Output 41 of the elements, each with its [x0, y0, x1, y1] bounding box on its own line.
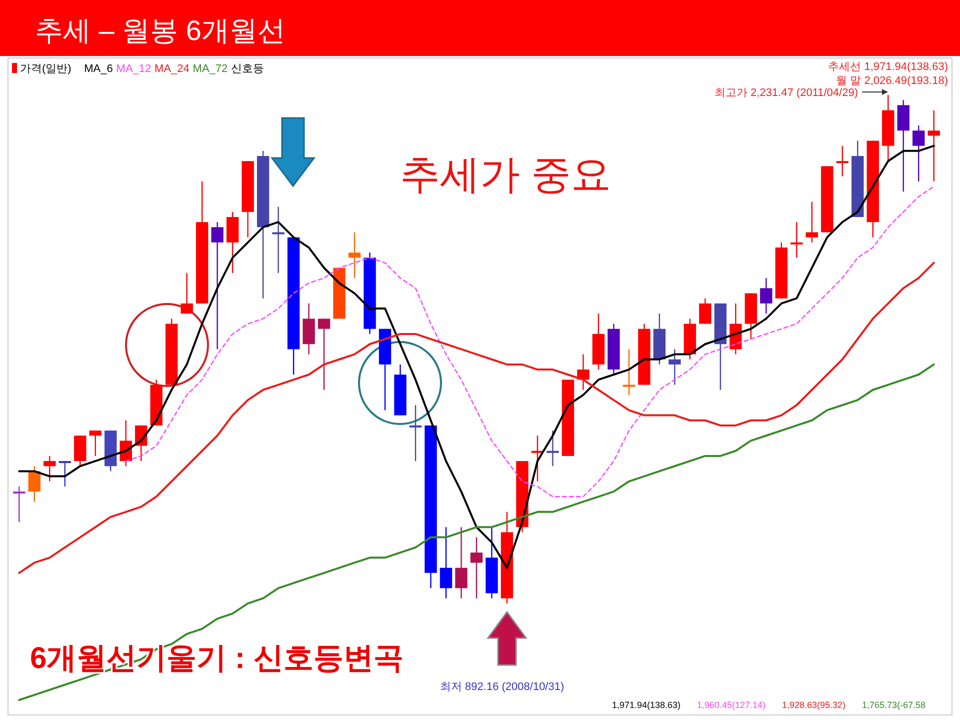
- annotation: 최고가 2,231.47 (2011/04/29): [714, 87, 858, 99]
- candlestick: [622, 348, 636, 396]
- candlestick: [28, 466, 40, 502]
- candlestick: [699, 298, 712, 324]
- candlestick: [455, 526, 468, 599]
- candlestick: [89, 430, 102, 457]
- candlestick: [44, 455, 56, 482]
- text: MA_72: [192, 63, 228, 75]
- text: MA_12: [116, 63, 152, 75]
- text: 1,928.63(95.32): [782, 700, 846, 710]
- candlestick: [348, 232, 361, 279]
- text: MA_6: [84, 63, 113, 75]
- candlestick: [836, 145, 848, 177]
- candlestick: [928, 110, 940, 182]
- candlestick: [806, 201, 818, 244]
- candlestick: [211, 222, 224, 350]
- candlestick: [790, 222, 803, 258]
- candlestick: [409, 404, 422, 462]
- text: 신호등: [231, 63, 264, 75]
- candlestick: [58, 460, 71, 488]
- text: 추세선 1,971.94(138.63): [828, 61, 948, 73]
- candlestick: [546, 430, 559, 467]
- candlestick: [577, 354, 590, 390]
- candlestick: [470, 536, 483, 599]
- candlestick: [272, 206, 284, 274]
- text: 1,765.73(-67.58: [862, 700, 926, 710]
- text: 1,960.45(127.14): [697, 700, 766, 710]
- text: MA_24: [154, 63, 190, 75]
- candlestick: [318, 318, 330, 390]
- candlestick: [668, 348, 681, 386]
- candlestick: [180, 272, 193, 314]
- candlestick: [912, 124, 925, 182]
- text: 최저 892.16 (2008/10/31): [440, 681, 564, 693]
- annotation: 추세가 중요: [400, 153, 612, 197]
- candlestick: [440, 526, 452, 599]
- text: 월 말 2,026.49(193.18): [836, 75, 948, 87]
- candlestick: [760, 277, 772, 314]
- chart-title: 추세 – 월봉 6개월선: [35, 15, 286, 46]
- candlestick: [13, 486, 26, 523]
- text: 1,971.94(138.63): [612, 700, 681, 710]
- legend-label: 가격(일반): [20, 63, 72, 75]
